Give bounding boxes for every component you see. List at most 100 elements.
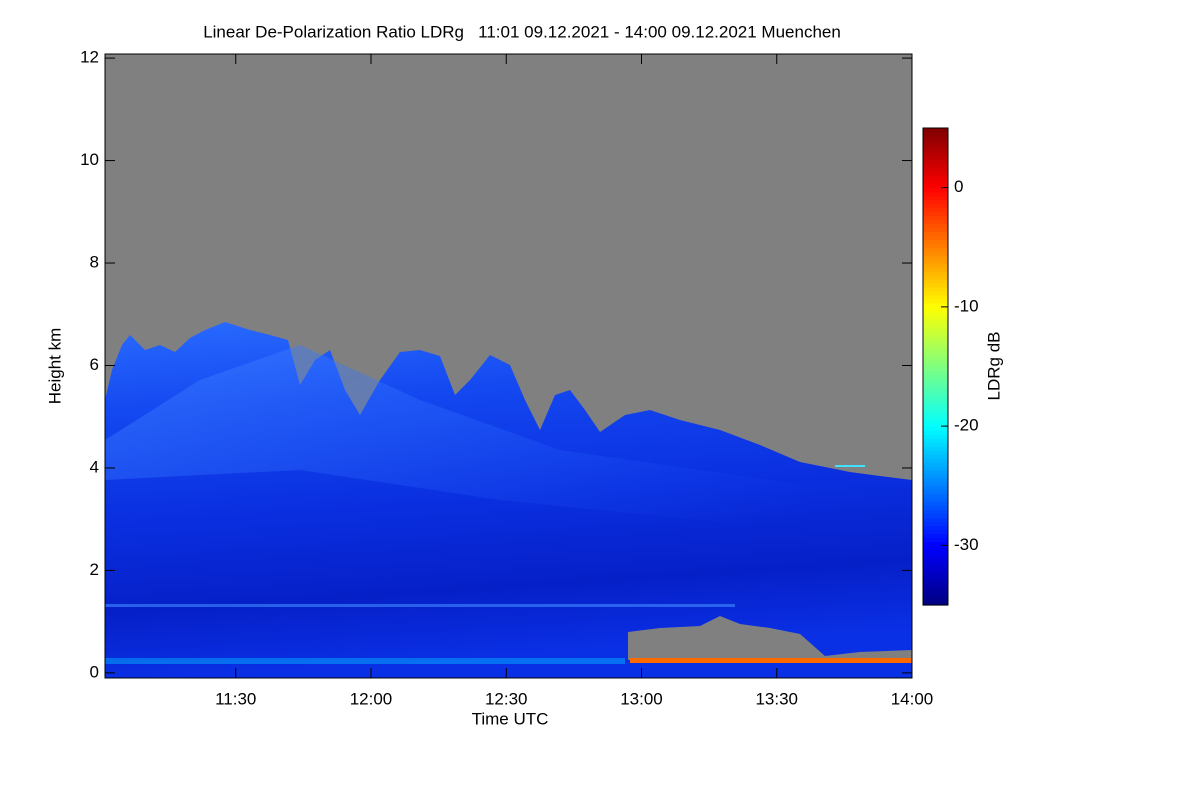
colorbar-swatch <box>923 314 948 320</box>
colorbar-swatch <box>923 167 948 173</box>
colorbar-swatch <box>923 310 948 316</box>
colorbar-frame <box>922 127 949 606</box>
colorbar-swatch <box>923 235 948 240</box>
colorbar-swatch <box>923 549 948 554</box>
cloud-streak <box>105 345 912 540</box>
colorbar-swatch <box>923 426 948 431</box>
colorbar-swatch <box>923 453 948 459</box>
colorbar-swatch <box>923 227 948 232</box>
colorbar-swatch <box>923 442 948 447</box>
cloud-speck <box>835 465 865 467</box>
colorbar-swatch <box>923 577 948 582</box>
colorbar-swatch <box>923 267 948 272</box>
colorbar-swatch <box>923 215 948 221</box>
colorbar-swatch <box>923 529 948 535</box>
colorbar-swatch <box>923 593 948 598</box>
colorbar-swatch <box>923 143 948 149</box>
colorbar-tick-label: -20 <box>954 416 979 435</box>
colorbar-swatch <box>923 449 948 455</box>
colorbar-swatch <box>923 275 948 280</box>
colorbar-swatch <box>923 139 948 145</box>
x-tick-label: 13:30 <box>755 689 798 708</box>
colorbar-swatch <box>923 203 948 209</box>
x-axis-label: Time UTC <box>472 709 549 728</box>
colorbar-swatch <box>923 358 948 364</box>
colorbar-swatch <box>923 370 948 376</box>
colorbar-swatch <box>923 513 948 519</box>
colorbar-swatch <box>923 565 948 570</box>
colorbar-swatch <box>923 350 948 356</box>
colorbar-swatch <box>923 461 948 467</box>
colorbar-swatch <box>923 489 948 495</box>
colorbar-swatch <box>923 533 948 539</box>
colorbar-swatch <box>923 465 948 471</box>
colorbar-swatch <box>923 402 948 407</box>
colorbar-swatch <box>923 545 948 550</box>
x-tick-label: 12:00 <box>350 689 393 708</box>
colorbar-swatch <box>923 521 948 527</box>
colorbar-swatch <box>923 457 948 463</box>
colorbar-swatch <box>923 187 948 193</box>
colorbar-swatch <box>923 553 948 558</box>
colorbar-swatch <box>923 259 948 264</box>
colorbar-swatch <box>923 151 948 157</box>
colorbar-swatch <box>923 346 948 352</box>
colorbar-swatch <box>923 497 948 503</box>
surface-layer <box>630 658 912 663</box>
colorbar-swatch <box>923 290 948 296</box>
colorbar-swatch <box>923 334 948 340</box>
colorbar-swatch <box>923 390 948 395</box>
colorbar-swatch <box>923 251 948 256</box>
colorbar-swatch <box>923 418 948 423</box>
colorbar-swatch <box>923 394 948 399</box>
colorbar-swatch <box>923 342 948 348</box>
colorbar-swatch <box>923 223 948 228</box>
colorbar-swatch <box>923 422 948 427</box>
colorbar-swatch <box>923 446 948 451</box>
colorbar-swatch <box>923 199 948 205</box>
colorbar-swatch <box>923 561 948 566</box>
colorbar-swatch <box>923 183 948 189</box>
colorbar-swatch <box>923 283 948 288</box>
colorbar-swatch <box>923 485 948 491</box>
colorbar-swatch <box>923 406 948 411</box>
colorbar-swatch <box>923 481 948 487</box>
colorbar-swatch <box>923 302 948 308</box>
colorbar-swatch <box>923 128 948 133</box>
colorbar-swatch <box>923 243 948 248</box>
colorbar-swatch <box>923 585 948 590</box>
colorbar-swatch <box>923 581 948 586</box>
y-tick-label: 6 <box>90 355 99 374</box>
colorbar-swatch <box>923 263 948 268</box>
colorbar-swatch <box>923 493 948 499</box>
colorbar-swatch <box>923 219 948 224</box>
y-tick-label: 2 <box>90 560 99 579</box>
colorbar-swatch <box>923 597 948 602</box>
surface-layer <box>105 658 625 664</box>
colorbar-swatch <box>923 171 948 177</box>
colorbar-swatch <box>923 287 948 292</box>
low-gap <box>628 616 912 660</box>
colorbar-tick-label: -10 <box>954 296 979 315</box>
colorbar-swatch <box>923 247 948 252</box>
colorbar-swatch <box>923 179 948 185</box>
colorbar-tick-label: 0 <box>954 177 963 196</box>
colorbar-swatch <box>923 414 948 419</box>
colorbar-swatch <box>923 362 948 368</box>
colorbar-swatch <box>923 469 948 475</box>
colorbar-swatch <box>923 501 948 507</box>
x-tick-label: 11:30 <box>215 689 256 708</box>
colorbar-swatch <box>923 573 948 578</box>
colorbar-swatch <box>923 525 948 531</box>
colorbar-swatch <box>923 386 948 391</box>
colorbar-swatch <box>923 231 948 236</box>
colorbar-swatch <box>923 338 948 344</box>
colorbar-swatch <box>923 163 948 169</box>
colorbar-swatch <box>923 601 948 606</box>
y-tick-label: 8 <box>90 253 99 272</box>
chart-title: Linear De-Polarization Ratio LDRg 11:01 … <box>203 22 841 41</box>
plot-frame <box>104 53 913 679</box>
colorbar-swatch <box>923 306 948 312</box>
colorbar-swatch <box>923 430 948 435</box>
